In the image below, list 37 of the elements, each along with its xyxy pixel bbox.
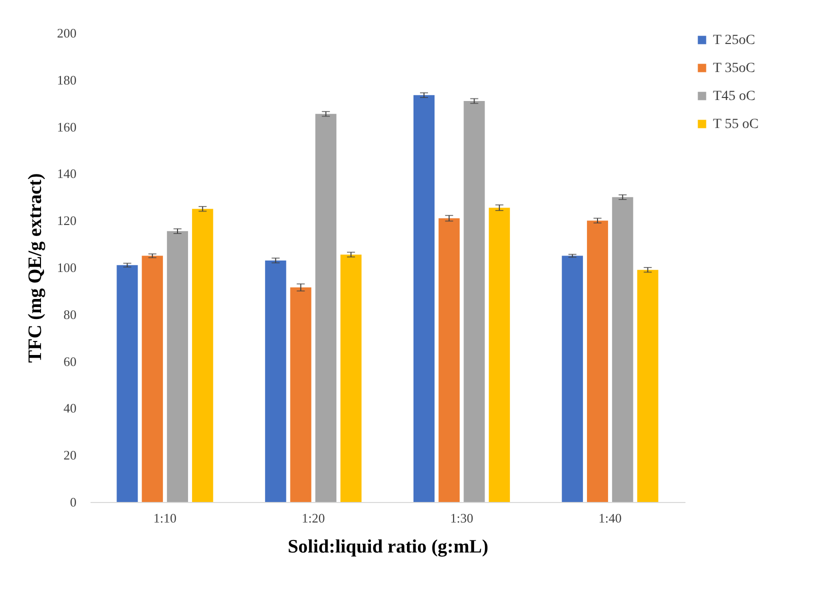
- bar: [192, 208, 214, 502]
- y-tick-label: 120: [57, 213, 76, 228]
- y-tick-label: 100: [57, 260, 76, 275]
- bar: [438, 218, 460, 502]
- y-tick-label: 80: [64, 306, 76, 322]
- legend-label: T 35oC: [713, 61, 756, 76]
- bar: [586, 220, 608, 502]
- y-tick-label: 180: [57, 72, 76, 88]
- bar: [290, 287, 312, 502]
- x-tick-label: 1:30: [450, 510, 474, 526]
- bar: [488, 208, 510, 502]
- y-tick-label: 0: [70, 494, 76, 510]
- y-tick-label: 20: [64, 448, 76, 463]
- bar: [116, 265, 138, 502]
- y-tick-label: 40: [64, 400, 76, 416]
- bar: [612, 197, 634, 502]
- bar: [464, 101, 485, 502]
- bar: [340, 254, 362, 502]
- bar: [562, 256, 583, 502]
- x-axis-title: Solid:liquid ratio (g:mL): [288, 536, 488, 558]
- y-tick-label: 60: [64, 354, 76, 369]
- bar: [637, 270, 658, 502]
- legend-label: T 55 oC: [713, 117, 759, 132]
- y-tick-label: 160: [57, 119, 76, 134]
- bar: [166, 231, 188, 502]
- legend-label: T45 oC: [713, 89, 756, 104]
- bar: [315, 114, 336, 502]
- x-tick-label: 1:40: [598, 510, 622, 526]
- bar: [142, 256, 163, 502]
- y-tick-label: 200: [57, 26, 76, 40]
- x-tick-label: 1:20: [302, 510, 325, 526]
- y-axis-title: TFC (mg QE/g extract): [25, 173, 46, 363]
- legend-label: T 25oC: [713, 33, 756, 48]
- x-tick-label: 1:10: [153, 510, 176, 526]
- y-tick-label: 140: [57, 166, 76, 182]
- bar: [265, 260, 286, 502]
- bar: [413, 95, 435, 502]
